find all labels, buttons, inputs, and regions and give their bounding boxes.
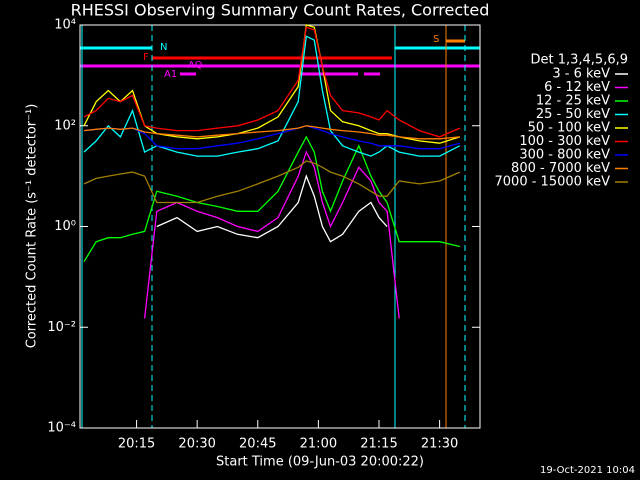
y-tick-label: 10⁰ <box>54 219 76 234</box>
footer: 19-Oct-2021 10:04 <box>540 465 635 476</box>
annotation: A1 <box>164 69 177 80</box>
x-tick-label: 21:00 <box>300 437 337 452</box>
series-line <box>156 174 388 243</box>
legend-label: 300 - 800 keV <box>519 148 610 163</box>
x-axis-label: Start Time (09-Jun-03 20:00:22) <box>216 455 424 470</box>
annotation: S <box>433 34 439 45</box>
x-tick-label: 20:15 <box>118 437 155 452</box>
series-line <box>83 135 460 263</box>
series-line <box>83 35 461 157</box>
x-tick-label: 21:30 <box>421 437 458 452</box>
series-line <box>83 26 461 138</box>
series-line <box>143 150 400 319</box>
series-line <box>83 24 460 144</box>
chart-title: RHESSI Observing Summary Count Rates, Co… <box>71 1 490 20</box>
y-tick-label: 10⁴ <box>54 18 76 33</box>
x-tick-label: 20:30 <box>178 437 215 452</box>
annotation: AQ <box>188 60 203 71</box>
legend-title: Det 1,3,4,5,6,9 <box>530 53 628 68</box>
annotation: F <box>143 52 149 63</box>
legend-label: 3 - 6 keV <box>552 67 610 82</box>
series-line <box>83 160 461 204</box>
legend-label: 100 - 300 keV <box>519 134 610 149</box>
y-tick-label: 10² <box>54 118 76 133</box>
legend-label: 7000 - 15000 keV <box>495 175 611 190</box>
legend-label: 50 - 100 keV <box>528 121 611 136</box>
legend-label: 800 - 7000 keV <box>511 161 610 176</box>
x-tick-label: 20:45 <box>239 437 276 452</box>
y-axis-label: Corrected Count Rate (s⁻¹ detector⁻¹) <box>25 104 40 349</box>
y-tick-label: 10⁻⁴ <box>47 421 76 436</box>
y-tick-label: 10⁻² <box>47 320 76 335</box>
legend-label: 6 - 12 keV <box>544 80 610 95</box>
annotation: N <box>160 42 167 53</box>
legend-label: 12 - 25 keV <box>536 94 610 109</box>
series-line <box>83 125 460 140</box>
legend-label: 25 - 50 keV <box>536 107 610 122</box>
x-tick-label: 21:15 <box>360 437 397 452</box>
